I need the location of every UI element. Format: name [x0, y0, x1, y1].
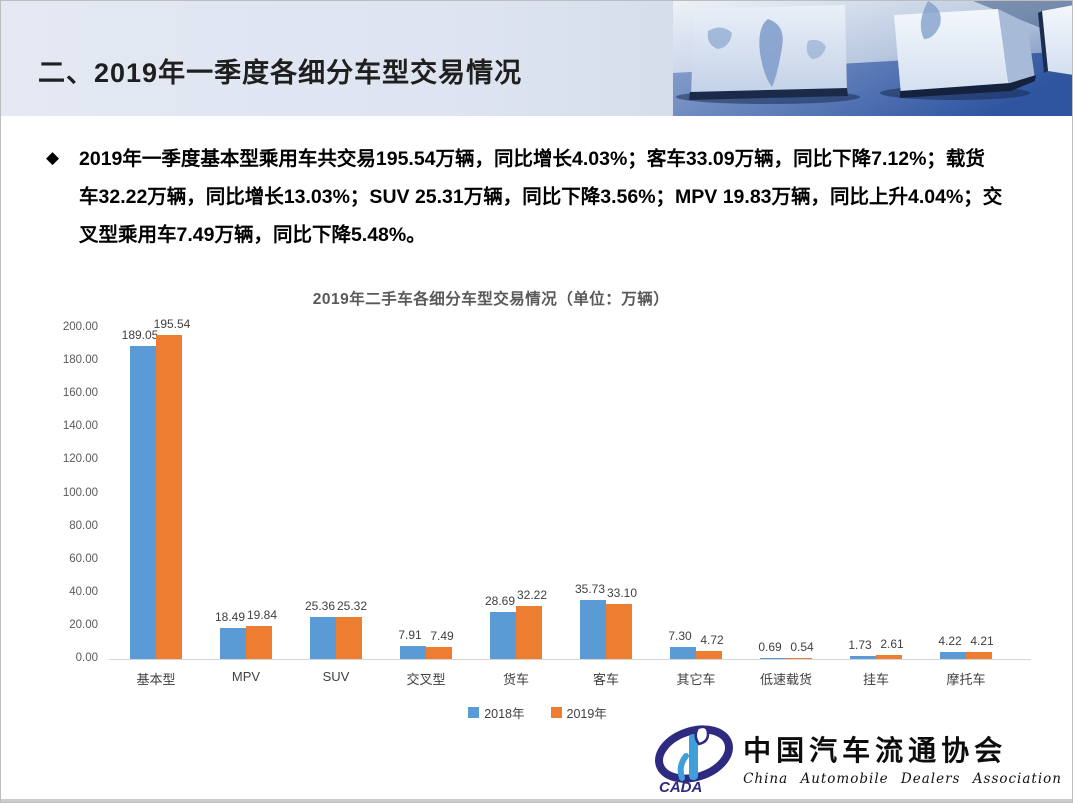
legend-label: 2019年	[566, 707, 607, 721]
legend-swatch-icon	[550, 707, 562, 718]
value-label: 7.49	[430, 629, 454, 643]
bar-2018年-其它车	[670, 647, 696, 659]
value-label: 7.30	[668, 629, 692, 643]
value-label: 189.05	[121, 328, 159, 342]
bar-2019年-SUV	[336, 617, 362, 659]
bar-2018年-SUV	[310, 617, 336, 659]
y-axis-tick-label: 100.00	[62, 486, 98, 499]
value-label: 33.10	[606, 586, 638, 600]
slide-title: 二、2019年一季度各细分车型交易情况	[38, 58, 523, 88]
org-name-english: China Automobile Dealers Association	[743, 771, 1062, 787]
y-axis-tick-label: 120.00	[62, 453, 98, 466]
slide-header: 二、2019年一季度各细分车型交易情况	[1, 1, 1072, 116]
bar-2018年-挂车	[850, 656, 876, 659]
category-label: 基本型	[136, 672, 176, 687]
value-label: 19.84	[246, 608, 278, 622]
bar-2018年-基本型	[130, 346, 156, 659]
legend-label: 2018年	[484, 707, 525, 721]
cada-acronym-text: CADA	[659, 779, 702, 794]
category-label: 交叉型	[406, 672, 446, 687]
category-label: 货车	[502, 672, 529, 687]
chart-legend: 2018年 2019年	[1, 703, 1072, 722]
x-axis-line	[109, 659, 1031, 660]
bar-2018年-低速载货	[760, 658, 786, 659]
y-axis-tick-label: 0.00	[75, 652, 98, 664]
value-label: 28.69	[484, 594, 516, 608]
bar-2019年-客车	[606, 604, 632, 659]
bar-2019年-MPV	[246, 626, 272, 659]
bar-2019年-摩托车	[966, 652, 992, 659]
bar-2019年-其它车	[696, 651, 722, 659]
value-label: 0.69	[758, 640, 782, 654]
category-label: 其它车	[676, 672, 716, 687]
y-axis-tick-label: 40.00	[69, 585, 98, 598]
value-label: 35.73	[574, 582, 606, 596]
y-axis-tick-label: 160.00	[62, 387, 98, 400]
bar-2019年-交叉型	[426, 647, 452, 659]
bar-2018年-交叉型	[400, 646, 426, 659]
category-label: 低速载货	[759, 672, 812, 687]
legend-swatch-icon	[468, 707, 480, 718]
chart-title: 2019年二手车各细分车型交易情况（单位：万辆）	[312, 291, 670, 308]
y-axis-tick-label: 20.00	[69, 618, 98, 631]
value-label: 18.49	[214, 610, 246, 624]
y-axis-tick-label: 180.00	[62, 354, 98, 367]
value-label: 7.91	[398, 628, 422, 642]
bar-2018年-货车	[490, 612, 516, 659]
bullet-diamond-icon: ◆	[46, 148, 60, 167]
value-label: 4.22	[938, 634, 962, 648]
legend-item-2019年: 2019年	[550, 703, 607, 722]
org-name-chinese: 中国汽车流通协会	[743, 734, 1008, 767]
cada-logo: CADA 中国汽车流通协会 China Automobile Dealers A…	[653, 722, 1062, 794]
legend-item-2018年: 2018年	[468, 703, 525, 722]
y-axis-tick-label: 60.00	[69, 552, 98, 565]
category-label: 摩托车	[946, 672, 986, 687]
bar-2018年-MPV	[220, 628, 246, 659]
category-label: SUV	[322, 669, 350, 684]
value-label: 25.32	[336, 599, 368, 613]
category-label: 挂车	[862, 672, 889, 687]
value-label: 25.36	[304, 599, 336, 613]
bar-2019年-基本型	[156, 335, 182, 659]
value-label: 32.22	[516, 588, 548, 602]
category-label: MPV	[231, 669, 261, 684]
summary-text: 2019年一季度基本型乘用车共交易195.54万辆，同比增长4.03%；客车33…	[79, 148, 1003, 246]
bar-2019年-低速载货	[786, 658, 812, 659]
y-axis-tick-label: 80.00	[69, 519, 98, 532]
bar-2018年-摩托车	[940, 652, 966, 659]
y-axis-tick-label: 200.00	[62, 321, 98, 333]
bar-2019年-货车	[516, 606, 542, 659]
value-label: 1.73	[848, 638, 872, 652]
y-axis-tick-label: 140.00	[62, 420, 98, 433]
cada-emblem-icon: CADA	[655, 725, 734, 794]
value-label: 4.21	[970, 634, 994, 648]
value-label: 195.54	[153, 317, 191, 331]
bar-2019年-挂车	[876, 655, 902, 659]
bar-2018年-客车	[580, 600, 606, 659]
value-label: 2.61	[880, 637, 904, 651]
value-label: 0.54	[790, 640, 814, 654]
category-label: 客车	[592, 672, 619, 687]
value-label: 4.72	[700, 633, 724, 647]
bottom-divider	[1, 799, 1072, 802]
decorative-cubes-image	[673, 1, 1072, 116]
